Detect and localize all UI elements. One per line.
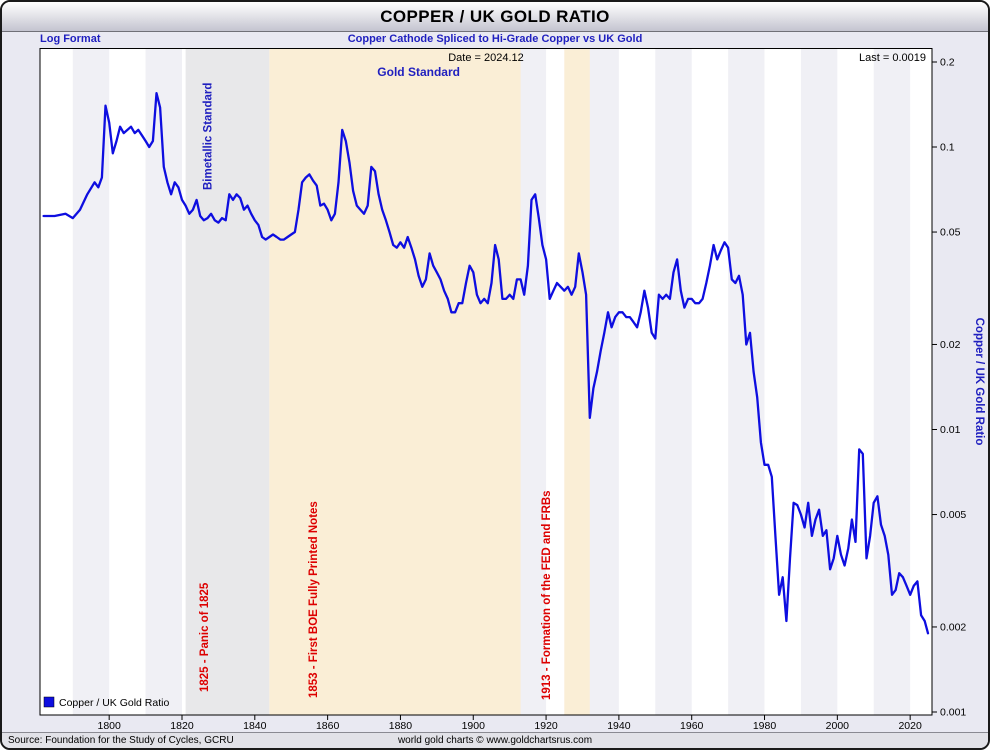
era-annotation: Gold Standard bbox=[377, 65, 460, 79]
chart-subtitle: Copper Cathode Spliced to Hi-Grade Coppe… bbox=[347, 33, 643, 45]
page-title: COPPER / UK GOLD RATIO bbox=[380, 6, 610, 26]
x-tick-label: 1880 bbox=[389, 720, 413, 732]
x-tick-label: 2020 bbox=[898, 720, 922, 732]
decade-stripe bbox=[145, 48, 182, 715]
plot-border bbox=[39, 48, 933, 716]
era-annotation-vertical: Bimetallic Standard bbox=[202, 83, 214, 190]
y-tick-label: 0.005 bbox=[940, 509, 966, 521]
title-bar: COPPER / UK GOLD RATIO bbox=[2, 2, 988, 32]
x-tick-label: 2000 bbox=[826, 720, 850, 732]
y-tick-label: 0.002 bbox=[940, 621, 966, 633]
decade-stripe bbox=[873, 48, 911, 715]
legend-swatch bbox=[43, 696, 55, 708]
era-annotation-vertical: 1853 - First BOE Fully Printed Notes bbox=[308, 501, 320, 698]
y-tick-label: 0.01 bbox=[940, 424, 961, 436]
gold-exchange-era-band bbox=[564, 48, 590, 715]
subheader: Log Format Copper Cathode Spliced to Hi-… bbox=[2, 32, 988, 48]
decade-stripe bbox=[800, 48, 838, 715]
x-tick-label: 1920 bbox=[534, 720, 558, 732]
y-tick-label: 0.02 bbox=[940, 339, 961, 351]
decade-stripe bbox=[655, 48, 692, 715]
x-tick-label: 1860 bbox=[316, 720, 340, 732]
y-tick-label: 0.1 bbox=[940, 142, 955, 154]
legend-label: Copper / UK Gold Ratio bbox=[59, 697, 169, 709]
log-format-label: Log Format bbox=[40, 33, 101, 45]
bimetallic-era-band bbox=[185, 48, 270, 715]
footer-bar: Source: Foundation for the Study of Cycl… bbox=[2, 732, 988, 748]
site-credit: world gold charts © www.goldchartsrus.co… bbox=[397, 735, 593, 746]
x-tick-label: 1820 bbox=[170, 720, 194, 732]
decade-stripe bbox=[728, 48, 765, 715]
x-tick-label: 1900 bbox=[462, 720, 486, 732]
y-tick-label: 0.2 bbox=[940, 56, 955, 68]
era-annotation-vertical: 1913 - Formation of the FED and FRBs bbox=[541, 490, 553, 700]
chart-canvas: 0.2 0.1 0.05 0.02 0.01 0.005 0.002 0.001 1800 182… bbox=[2, 48, 988, 732]
last-readout: Last = 0.0019 bbox=[859, 52, 926, 64]
date-readout: Date = 2024.12 bbox=[448, 52, 524, 64]
y-tick-label: 0.001 bbox=[940, 707, 966, 719]
y-axis-label: Copper / UK Gold Ratio bbox=[973, 318, 985, 446]
era-annotation-vertical: 1825 - Panic of 1825 bbox=[199, 582, 211, 692]
x-tick-label: 1940 bbox=[607, 720, 631, 732]
x-tick-label: 1800 bbox=[97, 720, 121, 732]
gold-standard-era-band bbox=[269, 48, 521, 715]
y-tick-label: 0.05 bbox=[940, 227, 961, 239]
ratio-line bbox=[42, 92, 930, 635]
x-tick-label: 1960 bbox=[680, 720, 704, 732]
x-tick-label: 1840 bbox=[243, 720, 267, 732]
source-credit: Source: Foundation for the Study of Cycl… bbox=[8, 735, 234, 746]
x-tick-label: 1980 bbox=[753, 720, 777, 732]
